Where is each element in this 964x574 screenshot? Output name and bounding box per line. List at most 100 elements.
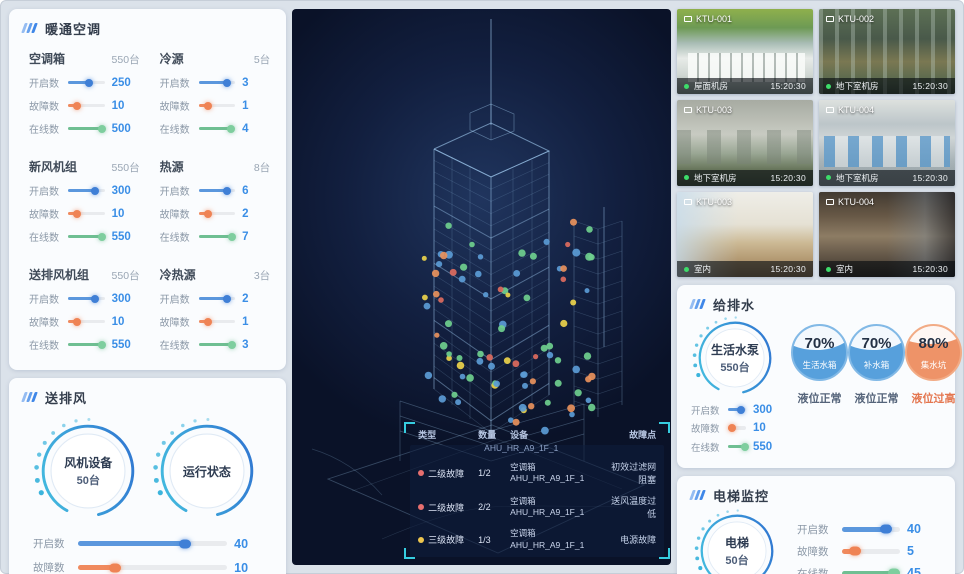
slider-label: 在线数 [29, 233, 59, 244]
severity-dot-icon [418, 536, 425, 543]
slider-fill[interactable] [842, 526, 886, 532]
fault-qty: 2/2 [478, 502, 491, 512]
slider-track[interactable] [198, 188, 236, 193]
slider-track[interactable] [68, 103, 105, 108]
slider-track[interactable] [198, 319, 236, 324]
slider-fill[interactable] [68, 211, 78, 216]
slider-track[interactable] [728, 426, 746, 430]
slider-fill[interactable] [78, 565, 116, 570]
group-header: 热源 8台 [160, 158, 271, 175]
camera-tile[interactable]: KTU-002 地下室机房 15:20:30 [819, 9, 955, 95]
camera-icon [826, 198, 834, 205]
slider-fill[interactable] [68, 80, 90, 85]
slider-fill[interactable] [68, 234, 102, 239]
slider-track[interactable] [842, 570, 900, 574]
slider-label: 故障数 [29, 318, 59, 329]
slider-fill[interactable] [842, 570, 895, 574]
panel-accent-icon [21, 20, 38, 38]
slider-track[interactable] [198, 80, 236, 85]
camera-tile[interactable]: KTU-003 地下室机房 15:20:30 [677, 100, 813, 186]
slider-value: 500 [111, 122, 131, 135]
camera-id: KTU-003 [696, 196, 733, 207]
slider-fill[interactable] [198, 103, 208, 108]
slider-fill[interactable] [198, 234, 233, 239]
slider-track[interactable] [728, 444, 746, 449]
slider-track[interactable] [68, 234, 105, 239]
slider-track[interactable] [68, 80, 105, 85]
slider-row: 在线数 550 [29, 229, 140, 245]
slider-fill[interactable] [198, 296, 228, 301]
fan-sliders: 开启数 40 故障数 10 在线数 45 [33, 536, 268, 574]
slider-track[interactable] [198, 126, 236, 131]
slider-track[interactable] [728, 407, 746, 412]
slider-fill[interactable] [68, 342, 102, 347]
slider-track[interactable] [198, 342, 236, 347]
hvac-groups: 空调箱 550台 开启数 250 故障数 10 在线数 500 冷源 5台 开启… [29, 50, 270, 360]
slider-label: 开启数 [797, 523, 829, 536]
slider-label: 故障数 [797, 545, 829, 558]
slider-fill[interactable] [728, 426, 732, 430]
slider-track[interactable] [842, 526, 900, 532]
slider-fill[interactable] [198, 126, 231, 131]
fault-table-body[interactable]: AHU_HR_A9_1F_1 二级故障 1/2 空调箱 AHU_HR_A9_1F_… [410, 445, 665, 557]
col-device: 设备 [510, 430, 529, 440]
tank-level-circle: 70% 补水箱 [848, 324, 905, 381]
slider-label: 故障数 [29, 102, 59, 113]
camera-tile[interactable]: KTU-001 屋面机房 15:20:30 [677, 9, 813, 95]
slider-fill[interactable] [68, 188, 96, 193]
slider-value: 3 [242, 338, 249, 351]
camera-tile[interactable]: KTU-004 地下室机房 15:20:30 [819, 100, 955, 186]
camera-tile[interactable]: KTU-003 室内 15:20:30 [677, 191, 813, 277]
slider-fill[interactable] [728, 407, 741, 412]
fault-row[interactable]: 二级故障 2/2 空调箱 AHU_HR_A9_1F_1 送风温度过低 [410, 490, 664, 524]
slider-track[interactable] [198, 103, 236, 108]
camera-timestamp: 15:20:30 [912, 81, 948, 92]
slider-track[interactable] [68, 126, 105, 131]
fault-table-header: 类型 数量 设备 故障点 [410, 425, 664, 445]
slider-track[interactable] [68, 342, 105, 347]
fault-row[interactable]: 三级故障 1/3 空调箱 AHU_HR_A9_1F_1 电源故障 [410, 524, 664, 555]
slider-track[interactable] [68, 319, 105, 324]
slider-fill[interactable] [68, 319, 78, 324]
slider-fill[interactable] [68, 296, 96, 301]
slider-label: 在线数 [159, 341, 190, 352]
slider-fill[interactable] [68, 103, 78, 108]
water-tank: 70% 生活水箱 液位正常 [791, 324, 848, 458]
water-tank: 70% 补水箱 液位正常 [848, 324, 905, 458]
slider-track[interactable] [198, 234, 236, 239]
tank-name: 生活水箱 [802, 360, 837, 370]
slider-track[interactable] [198, 296, 236, 301]
building-3d-view[interactable]: 类型 数量 设备 故障点 AHU_HR_A9_1F_1 二级故障 1/2 空调箱… [292, 9, 671, 565]
camera-label: KTU-003 [684, 105, 732, 115]
slider-fill[interactable] [198, 80, 228, 85]
slider-fill[interactable] [198, 188, 228, 193]
fault-device: 空调箱 AHU_HR_A9_1F_1 [510, 528, 585, 550]
group-count: 3台 [253, 270, 271, 282]
fault-level: 二级故障 [418, 501, 478, 514]
fault-row[interactable]: 二级故障 1/2 空调箱 AHU_HR_A9_1F_1 初效过滤网阻塞 [410, 456, 664, 490]
slider-fill[interactable] [78, 541, 186, 546]
slider-value: 4 [242, 122, 249, 135]
slider-fill[interactable] [728, 444, 745, 449]
slider-fill[interactable] [198, 342, 233, 347]
camera-tile[interactable]: KTU-004 室内 15:20:30 [819, 191, 955, 277]
tank-level-circle: 80% 集水坑 [905, 324, 962, 381]
slider-track[interactable] [78, 541, 228, 546]
slider-track[interactable] [842, 548, 900, 554]
slider-fill[interactable] [198, 211, 208, 216]
slider-track[interactable] [68, 188, 105, 193]
slider-value: 550 [111, 230, 131, 243]
slider-value: 10 [111, 315, 125, 328]
slider-fill[interactable] [198, 319, 208, 324]
water-header: 给排水 [689, 295, 941, 314]
slider-label: 故障数 [159, 318, 190, 329]
slider-fill[interactable] [842, 548, 855, 554]
slider-fill[interactable] [68, 126, 102, 131]
slider-track[interactable] [68, 296, 105, 301]
slider-label: 开启数 [691, 405, 720, 417]
slider-track[interactable] [68, 211, 105, 216]
slider-track[interactable] [198, 211, 236, 216]
slider-value: 6 [242, 184, 249, 197]
slider-track[interactable] [78, 565, 228, 570]
